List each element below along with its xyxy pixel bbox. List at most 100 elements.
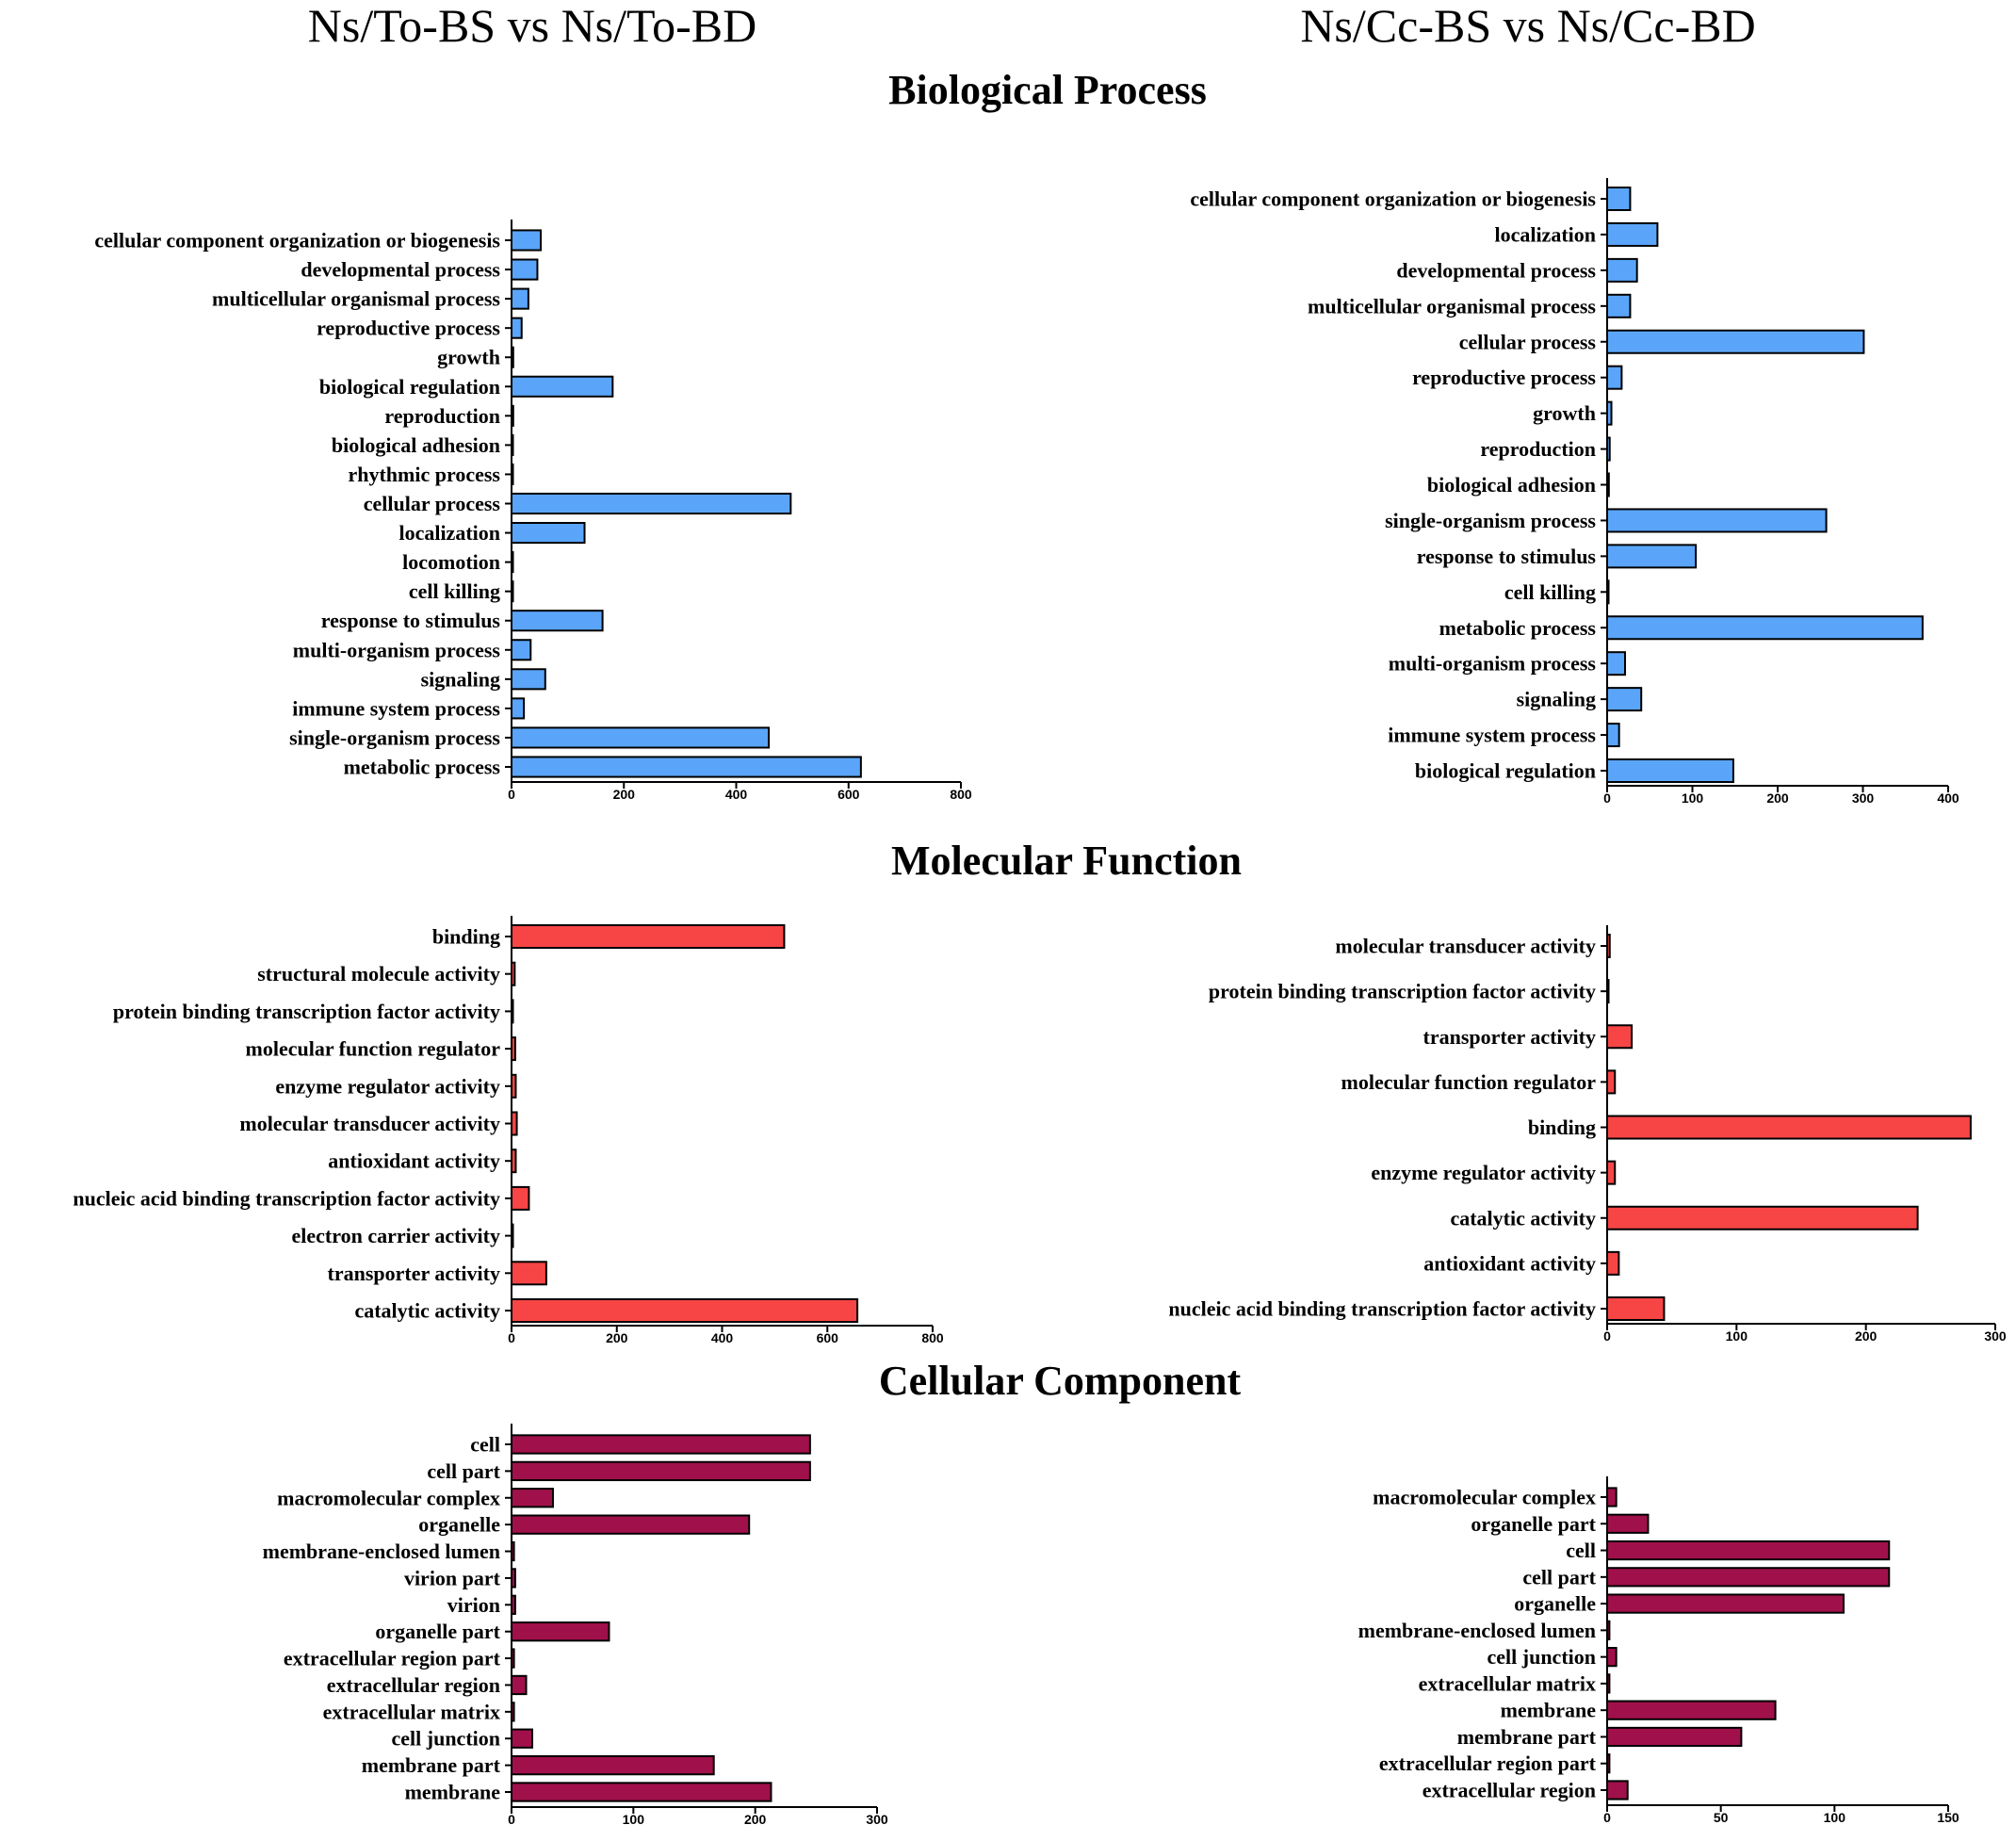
bar-transporter-activity bbox=[511, 1261, 547, 1286]
bar-binding bbox=[1606, 1115, 1972, 1140]
chart-panel-2: cellular component organization or bioge… bbox=[1190, 178, 1959, 806]
category-label-single-organism-process: single-organism process bbox=[289, 725, 500, 749]
left-column-title: Ns/To-BS vs Ns/To-BD bbox=[308, 0, 756, 52]
x-tick-label: 0 bbox=[1603, 790, 1611, 806]
category-label-antioxidant-activity: antioxidant activity bbox=[328, 1149, 500, 1173]
bar-cell-part bbox=[1606, 1567, 1891, 1588]
x-tick-label: 200 bbox=[1766, 790, 1789, 806]
category-label-signaling: signaling bbox=[1517, 688, 1596, 711]
category-label-cell-junction: cell junction bbox=[392, 1727, 501, 1751]
category-label-macromolecular-complex: macromolecular complex bbox=[1373, 1486, 1596, 1509]
bar-catalytic-activity bbox=[1606, 1205, 1919, 1230]
category-label-rhythmic-process: rhythmic process bbox=[348, 463, 500, 486]
bar-localization bbox=[1606, 221, 1659, 247]
bar-signaling bbox=[1606, 687, 1643, 712]
category-label-molecular-function-regulator: molecular function regulator bbox=[246, 1037, 501, 1061]
x-tick-label: 300 bbox=[1852, 790, 1875, 806]
category-label-reproductive-process: reproductive process bbox=[317, 317, 500, 340]
bar-response-to-stimulus bbox=[511, 610, 604, 632]
category-label-locomotion: locomotion bbox=[402, 550, 500, 574]
right-column-title: Ns/Cc-BS vs Ns/Cc-BD bbox=[1300, 0, 1755, 52]
category-label-binding: binding bbox=[432, 925, 500, 949]
category-label-biological-adhesion: biological adhesion bbox=[1427, 473, 1596, 497]
category-label-growth: growth bbox=[1533, 401, 1596, 425]
bar-binding bbox=[511, 924, 786, 949]
category-label-cellular-component-organization-or-biogenesis: cellular component organization or bioge… bbox=[1190, 187, 1596, 211]
bar-antioxidant-activity bbox=[1606, 1250, 1620, 1276]
x-tick-label: 200 bbox=[606, 1330, 628, 1345]
category-label-reproduction: reproduction bbox=[384, 404, 500, 428]
category-label-organelle-part: organelle part bbox=[375, 1620, 500, 1643]
x-tick-label: 300 bbox=[866, 1812, 888, 1827]
bar-extracellular-region bbox=[1606, 1780, 1629, 1800]
x-tick-label: 100 bbox=[623, 1812, 645, 1827]
category-label-protein-binding-transcription-factor-activity: protein binding transcription factor act… bbox=[113, 1000, 500, 1023]
category-label-single-organism-process: single-organism process bbox=[1385, 509, 1596, 532]
x-tick-label: 150 bbox=[1937, 1810, 1959, 1825]
x-tick-label: 400 bbox=[711, 1330, 734, 1345]
category-label-localization: localization bbox=[398, 521, 500, 545]
category-label-electron-carrier-activity: electron carrier activity bbox=[291, 1224, 500, 1247]
bar-cellular-component-organization-or-biogenesis bbox=[511, 229, 543, 252]
category-label-growth: growth bbox=[437, 346, 500, 369]
bar-cell-junction bbox=[1606, 1647, 1618, 1668]
bar-organelle bbox=[1606, 1593, 1845, 1614]
chart-panel-3: binding structural molecule activity prote… bbox=[73, 916, 944, 1345]
category-label-molecular-transducer-activity: molecular transducer activity bbox=[1335, 935, 1596, 958]
category-label-extracellular-region: extracellular region bbox=[1423, 1779, 1596, 1802]
category-label-virion: virion bbox=[447, 1593, 500, 1617]
category-label-extracellular-region: extracellular region bbox=[327, 1673, 500, 1697]
x-tick-label: 600 bbox=[837, 787, 860, 802]
x-tick-label: 400 bbox=[1937, 790, 1959, 806]
x-tick-label: 200 bbox=[744, 1812, 767, 1827]
category-label-signaling: signaling bbox=[421, 667, 500, 691]
category-label-cellular-component-organization-or-biogenesis: cellular component organization or bioge… bbox=[94, 229, 500, 253]
category-label-developmental-process: developmental process bbox=[1396, 258, 1596, 282]
bar-localization bbox=[511, 521, 586, 545]
category-label-reproduction: reproduction bbox=[1480, 437, 1596, 461]
category-label-biological-regulation: biological regulation bbox=[1415, 759, 1596, 783]
bar-multicellular-organismal-process bbox=[511, 287, 529, 310]
category-label-organelle-part: organelle part bbox=[1471, 1512, 1596, 1536]
category-label-enzyme-regulator-activity: enzyme regulator activity bbox=[275, 1074, 500, 1098]
bar-cellular-process bbox=[511, 492, 792, 515]
bar-immune-system-process bbox=[511, 697, 526, 720]
category-label-catalytic-activity: catalytic activity bbox=[354, 1299, 500, 1323]
x-tick-label: 100 bbox=[1682, 790, 1704, 806]
bar-reproductive-process bbox=[511, 317, 523, 339]
category-label-molecular-transducer-activity: molecular transducer activity bbox=[239, 1112, 500, 1135]
category-label-membrane-enclosed-lumen: membrane-enclosed lumen bbox=[263, 1540, 500, 1563]
x-tick-label: 800 bbox=[921, 1330, 944, 1345]
category-label-multi-organism-process: multi-organism process bbox=[293, 638, 501, 661]
category-label-cell-killing: cell killing bbox=[1504, 580, 1596, 604]
category-label-protein-binding-transcription-factor-activity: protein binding transcription factor act… bbox=[1209, 980, 1596, 1003]
bar-catalytic-activity bbox=[511, 1298, 859, 1323]
bar-extracellular-region bbox=[511, 1674, 528, 1696]
bar-cell bbox=[511, 1434, 811, 1455]
x-tick-label: 0 bbox=[508, 1330, 515, 1345]
category-label-enzyme-regulator-activity: enzyme regulator activity bbox=[1371, 1161, 1596, 1184]
section-title-cellular-component: Cellular Component bbox=[879, 1358, 1242, 1404]
category-label-membrane-enclosed-lumen: membrane-enclosed lumen bbox=[1358, 1619, 1596, 1642]
bar-molecular-function-regulator bbox=[1606, 1069, 1617, 1095]
bar-immune-system-process bbox=[1606, 723, 1620, 748]
category-label-immune-system-process: immune system process bbox=[292, 696, 500, 720]
bar-nucleic-acid-binding-transcription-factor-activity bbox=[511, 1185, 530, 1211]
category-label-extracellular-region-part: extracellular region part bbox=[284, 1647, 501, 1670]
bar-multi-organism-process bbox=[1606, 651, 1627, 676]
category-label-developmental-process: developmental process bbox=[301, 258, 500, 282]
bar-cellular-component-organization-or-biogenesis bbox=[1606, 187, 1632, 211]
category-label-binding: binding bbox=[1528, 1116, 1596, 1139]
section-title-molecular-function: Molecular Function bbox=[891, 838, 1242, 884]
x-tick-label: 200 bbox=[1855, 1328, 1878, 1344]
chart-panel-6: macromolecular complex organelle part cell… bbox=[1358, 1476, 1959, 1825]
category-label-reproductive-process: reproductive process bbox=[1412, 366, 1596, 389]
category-label-cellular-process: cellular process bbox=[364, 492, 501, 515]
chart-panel-1: cellular component organization or bioge… bbox=[94, 220, 972, 802]
category-label-catalytic-activity: catalytic activity bbox=[1450, 1206, 1596, 1230]
bar-nucleic-acid-binding-transcription-factor-activity bbox=[1606, 1296, 1666, 1321]
bar-metabolic-process bbox=[1606, 615, 1924, 641]
bar-organelle-part bbox=[1606, 1513, 1650, 1534]
bar-biological-regulation bbox=[1606, 758, 1734, 783]
